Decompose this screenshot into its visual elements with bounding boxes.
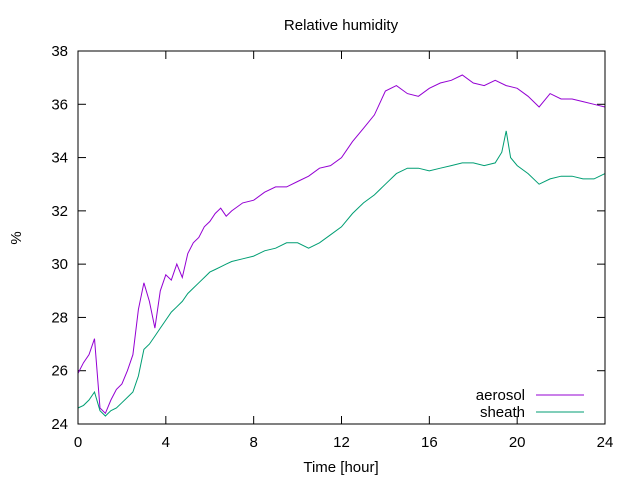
x-tick-label: 0 xyxy=(74,434,82,451)
y-tick-label: 36 xyxy=(51,96,68,113)
y-tick-label: 38 xyxy=(51,43,68,60)
x-axis-label: Time [hour] xyxy=(303,459,378,476)
y-tick-label: 30 xyxy=(51,256,68,273)
y-tick-label: 34 xyxy=(51,150,68,167)
axis-ticks xyxy=(77,50,606,425)
series-lines xyxy=(77,74,606,417)
x-tick-label: 8 xyxy=(249,434,257,451)
legend-label-aerosol: aerosol xyxy=(476,387,525,404)
y-tick-label: 24 xyxy=(51,416,68,433)
chart-title: Relative humidity xyxy=(284,17,399,34)
x-tick-label: 16 xyxy=(421,434,438,451)
series-line-sheath xyxy=(77,130,606,417)
axis-tick-labels: 0 4 8 12 16 20 24 24 26 28 30 32 34 36 38 xyxy=(51,43,613,451)
y-tick-label: 28 xyxy=(51,309,68,326)
y-tick-label: 32 xyxy=(51,203,68,220)
x-tick-label: 4 xyxy=(162,434,170,451)
plot-frame xyxy=(77,50,606,425)
legend-label-sheath: sheath xyxy=(480,404,525,421)
x-tick-label: 20 xyxy=(509,434,526,451)
y-axis-label: % xyxy=(8,231,25,244)
y-tick-label: 26 xyxy=(51,363,68,380)
series-line-aerosol xyxy=(77,74,606,415)
x-tick-label: 24 xyxy=(597,434,614,451)
x-tick-label: 12 xyxy=(333,434,350,451)
